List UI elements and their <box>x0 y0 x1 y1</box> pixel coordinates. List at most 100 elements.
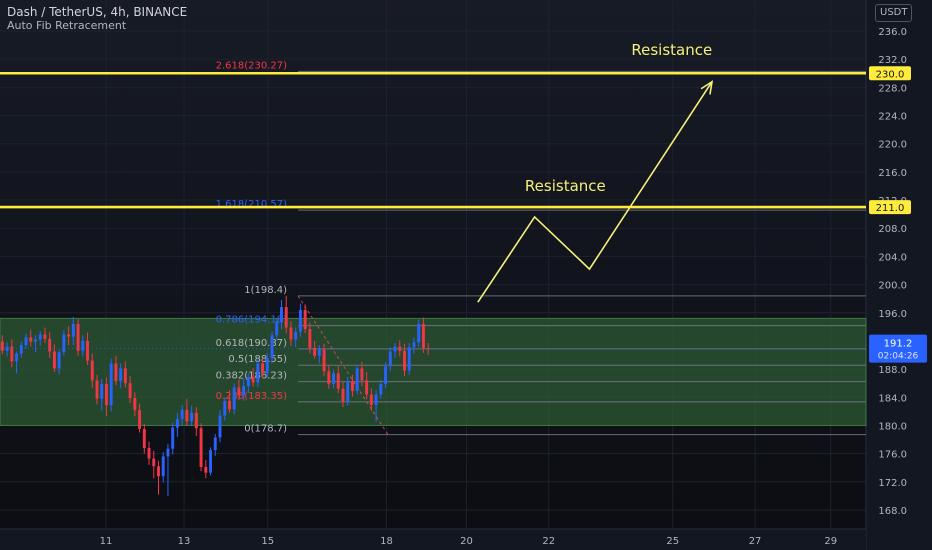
candle-body <box>374 394 378 406</box>
resistance-price-tag-label: 211.0 <box>876 203 905 214</box>
candle-body <box>213 437 217 451</box>
candle-body <box>393 346 397 352</box>
candle-body <box>57 352 61 369</box>
fib-level-label: 0.786(194.18) <box>216 315 288 326</box>
time-tick-label: 15 <box>261 536 274 547</box>
candle-body <box>209 450 212 473</box>
candle-body <box>298 309 302 332</box>
time-tick-label: 22 <box>542 536 555 547</box>
candle-body <box>388 351 392 367</box>
projection-arrowhead <box>700 80 714 95</box>
candle-body <box>109 363 113 406</box>
candle-body <box>171 427 175 449</box>
candle-body <box>100 383 104 399</box>
candle-body <box>157 466 160 477</box>
candle-body <box>5 346 9 351</box>
countdown-label: 02:04:26 <box>878 352 919 362</box>
price-tick-label: 176.0 <box>878 450 907 461</box>
currency-unit-button[interactable]: USDT <box>875 4 913 22</box>
candle-body <box>251 376 255 383</box>
candle-body <box>322 349 326 372</box>
candle-body <box>417 324 421 343</box>
candle-body <box>227 400 231 410</box>
symbol-line[interactable]: Dash / TetherUS, 4h, BINANCE <box>7 5 188 19</box>
candle-body <box>123 368 127 384</box>
candle-body <box>24 337 28 346</box>
resistance-price-tag <box>869 66 911 81</box>
price-tick-label: 196.0 <box>878 309 907 320</box>
candle-body <box>398 346 402 351</box>
price-tick-label: 228.0 <box>878 83 907 94</box>
candle-body <box>133 397 137 410</box>
candle-body <box>365 380 369 395</box>
candle-body <box>71 324 75 337</box>
candle-body <box>10 346 14 362</box>
time-tick-label: 11 <box>100 536 113 547</box>
candle-body <box>246 376 250 387</box>
price-tick-label: 204.0 <box>878 252 907 263</box>
last-price-label: 191.2 <box>884 339 913 350</box>
projection-path <box>477 81 713 303</box>
candle-body <box>242 386 246 396</box>
price-tick-label: 180.0 <box>878 421 907 432</box>
fib-level-label: 1(198.4) <box>244 285 287 296</box>
fib-level-label: 0.236(183.35) <box>216 391 288 402</box>
price-tick-label: 188.0 <box>878 365 907 376</box>
candle-body <box>284 307 288 328</box>
candle-body <box>142 428 146 448</box>
candle-body <box>128 383 132 398</box>
time-axis-panel <box>0 529 866 550</box>
candle-body <box>412 342 416 348</box>
candle-body <box>350 381 354 391</box>
candle-body <box>369 394 373 406</box>
candle-body <box>19 345 23 354</box>
price-tick-label: 200.0 <box>878 281 907 292</box>
candle-body <box>90 360 94 381</box>
candle-body <box>308 328 312 348</box>
indicator-name[interactable]: Auto Fib Retracement <box>7 19 127 32</box>
candle-body <box>317 349 321 356</box>
fib-level-label: 0.618(190.87) <box>216 338 288 349</box>
candle-body <box>346 381 350 402</box>
candle-body <box>336 373 340 389</box>
candle-body <box>303 309 307 329</box>
candle-body <box>280 307 283 322</box>
candle-body <box>232 387 236 410</box>
candle-body <box>294 331 298 340</box>
candle-body <box>341 388 345 402</box>
candle-body <box>332 373 335 384</box>
candle-body <box>104 383 108 406</box>
candle-body <box>185 409 189 422</box>
price-tick-label: 220.0 <box>878 140 907 151</box>
time-tick-label: 18 <box>380 536 393 547</box>
candle-body <box>275 321 279 336</box>
candle-body <box>29 337 33 342</box>
demand-zone <box>0 317 867 426</box>
candle-body <box>175 419 179 428</box>
fib-level-label: 1.618(210.57) <box>216 199 288 210</box>
candle-body <box>0 341 4 351</box>
candle-body <box>190 412 194 422</box>
time-tick-label: 27 <box>749 536 762 547</box>
candle-body <box>421 324 425 348</box>
candle-body <box>218 415 222 438</box>
candle-body <box>119 368 123 382</box>
candle-body <box>95 380 99 399</box>
price-tick-label: 232.0 <box>878 55 907 66</box>
candle-body <box>161 456 165 477</box>
chart-legend: Dash / TetherUS, 4h, BINANCE Auto Fib Re… <box>7 5 187 33</box>
candle-body <box>76 324 80 351</box>
price-tick-label: 216.0 <box>878 168 907 179</box>
candle-body <box>256 363 260 383</box>
resistance-label: Resistance <box>525 177 606 195</box>
resistance-price-tag <box>869 200 911 215</box>
fib-level-label: 0.382(186.23) <box>216 371 288 382</box>
candle-body <box>384 366 388 384</box>
time-tick-label: 29 <box>824 536 837 547</box>
candle-body <box>313 347 317 356</box>
time-tick-label: 25 <box>666 536 679 547</box>
candle-body <box>360 368 364 381</box>
candle-body <box>327 371 331 384</box>
